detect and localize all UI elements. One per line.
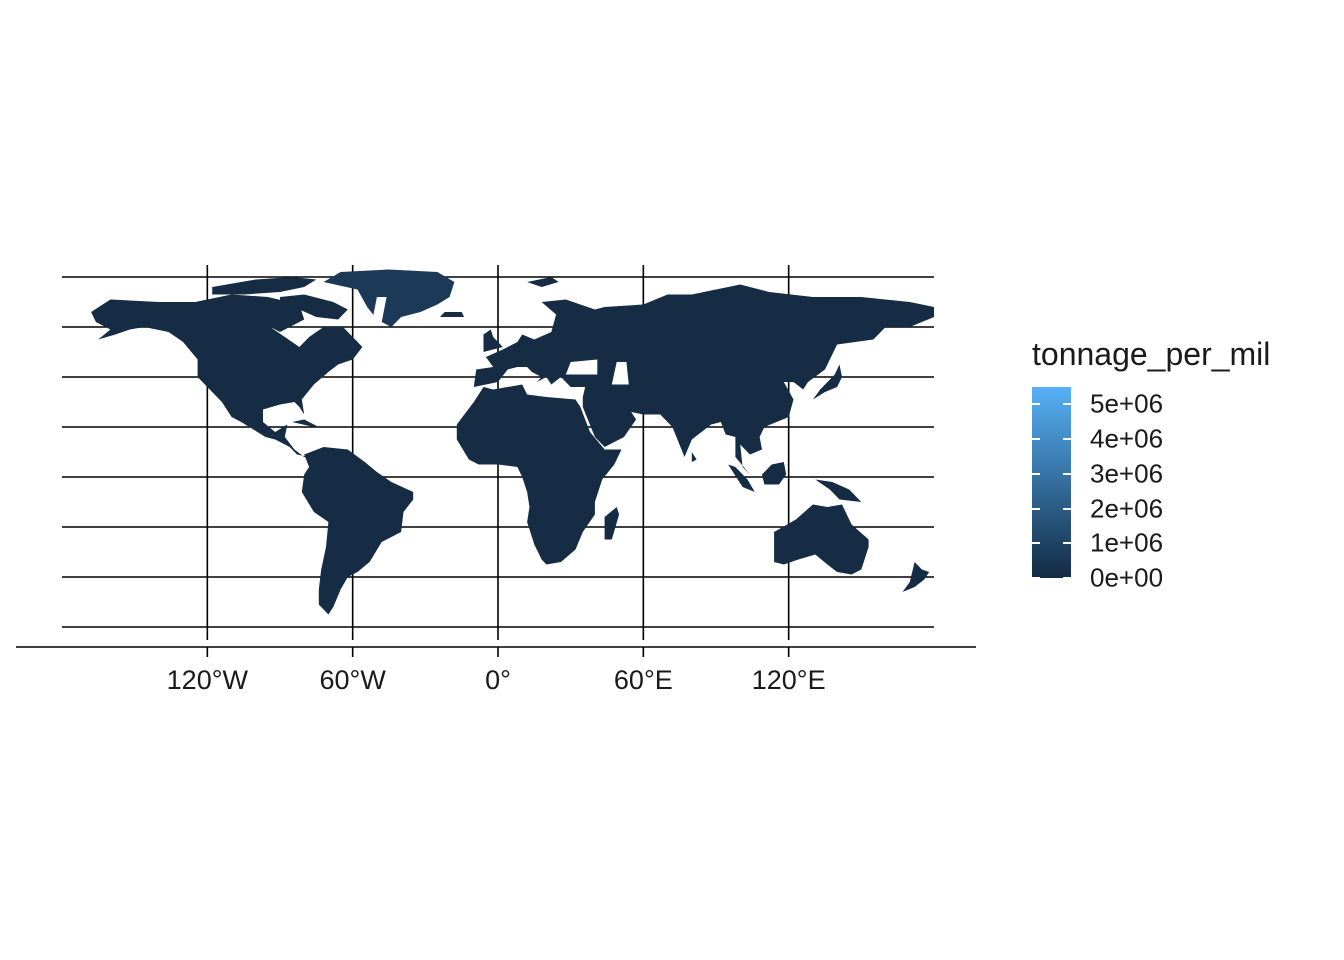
land-cuba: [292, 419, 319, 427]
legend-label: 0e+00: [1090, 562, 1164, 593]
land-japan: [812, 364, 842, 400]
x-axis: 120°W 60°W 0° 60°E 120°E: [16, 646, 976, 695]
land-borneo: [762, 462, 787, 485]
land-sumatra: [728, 464, 755, 492]
land-arctic-islands: [212, 277, 317, 295]
legend-tick: [1063, 577, 1071, 579]
land-australia: [774, 504, 869, 575]
legend-tick: [1032, 577, 1040, 579]
land-sri-lanka: [691, 452, 697, 462]
x-tick-label: 0°: [485, 665, 511, 695]
legend-tick: [1032, 542, 1040, 545]
land-south-america: [301, 447, 414, 615]
legend-tick: [1063, 507, 1071, 510]
legend-title: tonnage_per_mil: [1032, 336, 1271, 372]
legend-tick: [1032, 403, 1040, 406]
land-svalbard: [527, 277, 559, 287]
land-iceland: [439, 312, 465, 317]
water-gap: [372, 297, 387, 322]
legend-tick: [1063, 438, 1071, 441]
x-tick-label: 120°E: [752, 665, 826, 695]
water-gap: [611, 362, 629, 385]
legend-label: 5e+06: [1090, 388, 1164, 419]
water-gap: [565, 359, 598, 375]
legend-tick: [1032, 438, 1040, 441]
land-british-isles: [483, 329, 503, 352]
land-north-america: [91, 294, 363, 457]
legend-tick: [1063, 472, 1071, 475]
legend-tick: [1063, 403, 1071, 406]
legend-label: 3e+06: [1090, 458, 1164, 489]
legend-label: 4e+06: [1090, 423, 1164, 454]
land-madagascar: [604, 507, 620, 540]
x-tick-label: 120°W: [167, 665, 249, 695]
land-new-guinea: [815, 479, 862, 502]
legend-label: 2e+06: [1090, 493, 1164, 524]
land-baffin-island: [280, 294, 348, 320]
land-masses: [91, 269, 934, 615]
legend-label: 1e+06: [1090, 527, 1164, 558]
x-tick-label: 60°E: [614, 665, 673, 695]
legend-colorbar: [1032, 387, 1071, 579]
x-tick-label: 60°W: [320, 665, 387, 695]
land-greenland: [323, 269, 455, 327]
land-africa: [456, 384, 622, 565]
legend-tick: [1063, 542, 1071, 545]
land-new-zealand: [902, 562, 930, 592]
legend-tick: [1032, 472, 1040, 475]
legend-tick: [1032, 507, 1040, 510]
land-eurasia: [473, 284, 934, 475]
